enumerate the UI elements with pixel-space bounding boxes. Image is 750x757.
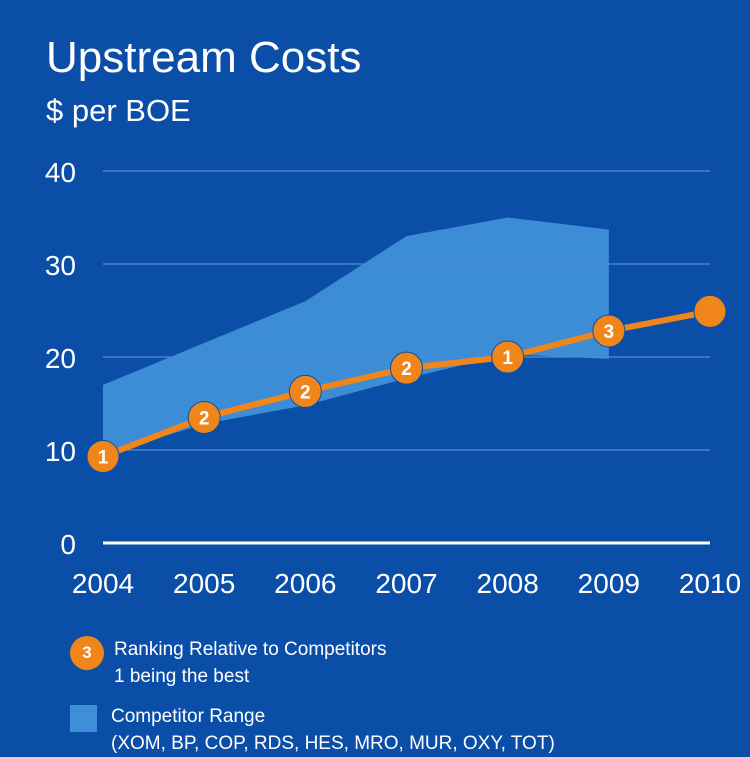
x-tick-label: 2006 [274,568,336,599]
y-tick-label: 0 [60,529,76,560]
chart-plot: 0 10 20 30 40 2004 2005 2006 2007 2008 2009 2010 1 2 2… [45,157,741,599]
legend-range-members: (XOM, BP, COP, RDS, HES, MRO, MUR, OXY, … [111,733,555,754]
data-point [288,374,322,408]
data-point [592,314,626,348]
x-tick-label: 2008 [477,568,539,599]
rank-label: 3 [604,322,615,343]
chart-title: Upstream Costs [46,33,362,82]
y-tick-label: 30 [45,250,76,281]
legend-range-title: Competitor Range [111,706,266,727]
data-point [390,351,423,385]
data-point [693,294,727,328]
x-tick-label: 2005 [173,568,235,599]
legend-ranking-note: 1 being the best [114,666,250,687]
data-point [86,440,120,474]
rank-label: 1 [98,448,109,469]
x-tick-label: 2004 [72,568,134,599]
rank-label: 2 [401,359,412,380]
chart-subtitle: $ per BOE [46,93,191,128]
y-tick-label: 10 [45,436,76,467]
x-tick-label: 2010 [679,568,741,599]
y-tick-label: 40 [45,157,76,188]
legend-range-swatch [70,705,97,732]
legend-rank-marker: 3 [70,636,104,670]
y-tick-label: 20 [45,343,76,374]
x-tick-label: 2009 [578,568,640,599]
legend-range: Competitor Range (XOM, BP, COP, RDS, HES… [66,703,555,757]
data-point [491,340,525,374]
x-tick-label: 2007 [375,568,437,599]
legend-ranking: 3 Ranking Relative to Competitors 1 bein… [70,636,386,690]
rank-label: 1 [502,348,513,369]
competitor-range-area [103,217,609,455]
rank-label: 2 [199,408,210,429]
rank-label: 2 [300,382,311,403]
data-point [187,400,221,434]
legend-ranking-title: Ranking Relative to Competitors [114,639,387,660]
